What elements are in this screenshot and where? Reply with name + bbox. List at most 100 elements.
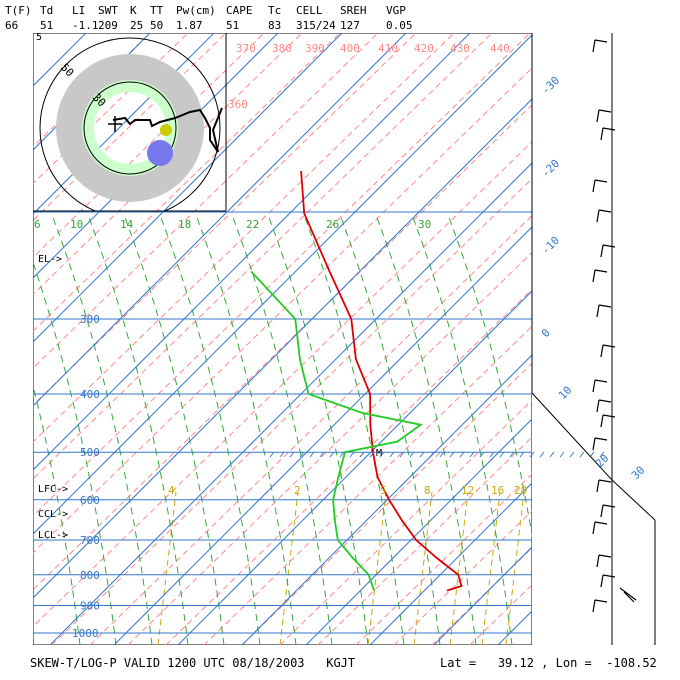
moist-adiabat [447,214,532,539]
level-tick [439,451,445,458]
wind-barb [594,269,608,273]
level-tick [569,451,575,458]
level-tick [399,451,405,458]
wind-barb-staff [592,269,596,283]
index-label: LI [72,4,86,17]
dewpoint-trace [250,270,423,591]
isotherm [33,34,532,535]
index-label: CAPE [226,4,253,17]
level-tick [479,451,485,458]
wind-barb-staff [596,479,600,493]
wind-barb-staff [592,179,596,193]
isotherm [33,33,279,279]
wind-barb-staff [592,39,596,53]
wind-barb [594,39,608,43]
index-value: -1.1 [72,19,99,32]
level-tick [549,451,555,458]
dry-adiabat [33,33,265,259]
wind-barb [602,344,616,348]
level-tick [369,451,375,458]
dry-adiabat [469,584,532,645]
level-tick [289,451,295,458]
level-tick [359,451,365,458]
wind-barb-staff [600,127,604,141]
storm-motion-a [160,124,172,136]
hodo-ring-label-outer: 50 [58,61,77,80]
isotherm-label: 10 [556,384,575,403]
moist-adiabat [267,214,369,645]
wind-barb [594,599,608,603]
theta-e-label: 26 [326,218,339,231]
index-label: SWT [98,4,118,17]
isotherm [241,354,532,645]
dry-adiabat [33,33,341,332]
moist-adiabat [303,214,405,645]
index-value: 83 [268,19,282,32]
level-tick [509,451,515,458]
wind-barb [598,304,612,308]
theta-label: 370 [236,42,256,55]
lcl-marker: LCL-> [38,530,68,541]
wind-barb [602,504,616,508]
level-tick [299,451,305,458]
theta-label: 390 [305,42,325,55]
isotherm [562,33,680,645]
dry-adiabat [431,547,532,645]
index-value: 1.87 [176,19,203,32]
wind-barb-staff [600,574,604,588]
lat-label: Lat = [440,656,477,670]
theta-e-label: 14 [120,218,134,231]
dry-adiabat [33,67,532,554]
pressure-label: 900 [80,600,100,613]
pressure-label: 300 [80,313,100,326]
wind-barb-staff [596,209,600,223]
wind-barb [598,479,612,483]
dry-adiabat [33,33,493,480]
dry-adiabat [165,288,532,645]
moist-adiabat [87,214,189,645]
mixing-ratio-line [481,491,501,645]
isotherm [33,33,471,471]
mixing-ratio-label: 2 [294,484,301,497]
level-tick [529,451,535,458]
lat-value: 39.12 [497,656,534,670]
wind-barb-staff [600,344,604,358]
dry-adiabat [33,141,532,628]
ccl-marker: CCL-> [38,509,68,520]
mixing-ratio-label: 16 [491,484,504,497]
wind-barb [598,209,612,213]
isotherm [49,162,532,645]
level-tick [319,451,325,458]
theta-e-label: 18 [178,218,191,231]
mixing-ratio-label: 8 [424,484,431,497]
dry-adiabat [279,399,532,645]
wind-barb-staff [600,414,604,428]
level-tick [309,451,315,458]
moist-adiabat [411,214,513,645]
wind-barb [598,399,612,403]
index-value: 50 [150,19,164,32]
isotherm-label: 30 [629,464,648,483]
index-value: 51 [40,19,54,32]
isotherm-label: -10 [539,234,562,257]
temperature-trace [300,170,463,592]
wind-barbs-column [269,39,637,613]
isotherm-label: -30 [539,74,562,97]
hodo-inner-ring [82,80,178,176]
level-tick [339,451,345,458]
dry-adiabat [355,473,532,645]
level-tick [409,451,415,458]
hodo-ring-outer [39,37,221,211]
level-tick [559,451,565,458]
dry-adiabat [33,33,151,148]
isotherm [33,33,215,215]
level-tick [579,451,585,458]
wind-barb [594,521,608,525]
isotherm-label: 0 [539,326,553,340]
lfc-marker: LFC-> [38,484,68,495]
isotherm [33,33,407,407]
wind-barb-staff [592,437,596,451]
moist-adiabat [159,214,261,645]
